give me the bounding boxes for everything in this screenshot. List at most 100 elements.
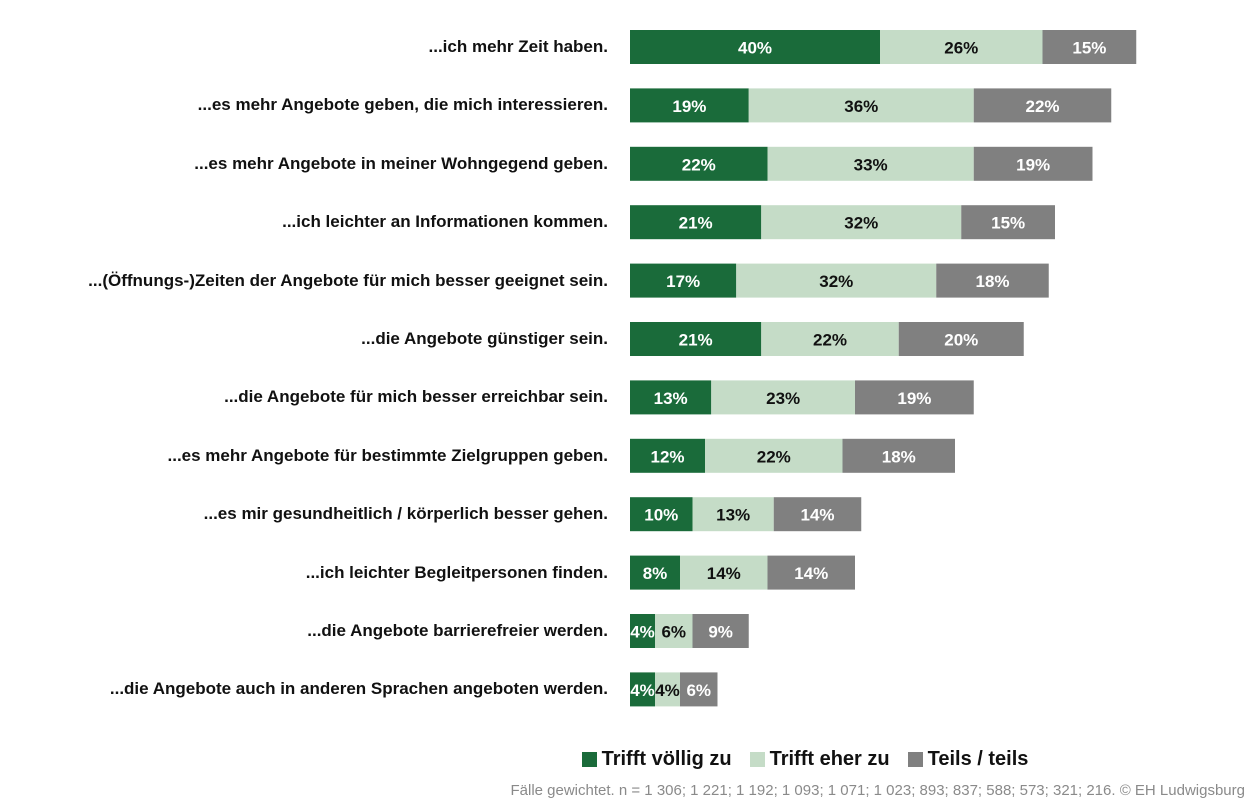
category-label: ...es mehr Angebote für bestimmte Zielgr… — [167, 445, 609, 465]
data-label: 26% — [944, 39, 978, 58]
category-label: ...(Öffnungs-)Zeiten der Angebote für mi… — [88, 270, 608, 290]
category-label-box: ...ich leichter an Informationen kommen. — [20, 211, 608, 233]
data-label: 17% — [666, 272, 700, 291]
bar-segment — [736, 263, 937, 298]
bar-segment — [630, 380, 712, 415]
legend-swatch — [581, 752, 597, 767]
legend-swatch — [749, 752, 765, 767]
bar-segment — [711, 380, 855, 415]
bar-segment — [692, 614, 749, 648]
bar-segment — [767, 146, 974, 181]
bar-segment — [748, 88, 974, 123]
category-label-box: ...es mehr Angebote geben, die mich inte… — [20, 94, 608, 116]
legend-item: Teils / teils — [907, 748, 1029, 771]
data-label: 14% — [707, 564, 741, 583]
category-label: ...die Angebote günstiger sein. — [361, 329, 608, 348]
bar-segment — [630, 497, 693, 532]
bar-segment — [761, 205, 962, 240]
bar-segment — [705, 438, 843, 473]
bar-segment — [630, 30, 880, 64]
legend-swatch — [907, 752, 923, 767]
data-label: 15% — [991, 214, 1025, 233]
legend-item: Trifft völlig zu — [581, 748, 732, 771]
category-label: ...ich leichter Begleitpersonen finden. — [305, 562, 608, 582]
bar-segment — [680, 672, 718, 707]
category-label-box: ...(Öffnungs-)Zeiten der Angebote für mi… — [20, 270, 608, 292]
bar-segment — [773, 497, 862, 532]
category-label-box: ...es mehr Angebote in meiner Wohngegend… — [20, 153, 608, 175]
bar-segment — [936, 263, 1049, 298]
legend-label: Trifft eher zu — [769, 748, 890, 770]
data-label: 19% — [672, 97, 706, 116]
category-label: ...ich leichter an Informationen kommen. — [282, 212, 608, 232]
bar-segment — [973, 88, 1112, 123]
data-label: 19% — [1016, 155, 1050, 174]
bar-segment — [961, 205, 1055, 240]
data-label: 20% — [944, 331, 978, 350]
category-label: ...ich mehr Zeit haben. — [428, 37, 608, 56]
bar-segment — [630, 263, 737, 298]
data-label: 14% — [800, 506, 834, 525]
bar-segment — [630, 322, 762, 356]
category-label: ...es mehr Angebote in meiner Wohngegend… — [194, 153, 608, 173]
bar-segment — [898, 322, 1024, 356]
category-label-box: ...es mehr Angebote für bestimmte Zielgr… — [20, 445, 609, 467]
data-label: 15% — [1072, 39, 1106, 58]
data-label: 13% — [654, 389, 688, 408]
data-label: 19% — [897, 389, 931, 408]
bar-segment — [655, 672, 680, 707]
footnote: Fälle gewichtet. n = 1 306; 1 221; 1 192… — [510, 782, 1245, 799]
bar-segment — [630, 438, 705, 473]
data-label: 12% — [650, 447, 684, 466]
data-label: 4% — [630, 623, 655, 642]
bar-segment — [630, 555, 680, 590]
bar-segment — [655, 614, 693, 648]
category-label-box: ...ich mehr Zeit haben. — [20, 36, 608, 58]
category-label-box: ...ich leichter Begleitpersonen finden. — [20, 562, 608, 584]
data-label: 18% — [975, 272, 1009, 291]
category-label: ...es mir gesundheitlich / körperlich be… — [203, 504, 608, 524]
legend: Trifft völlig zu Trifft eher zu Teils / te… — [0, 748, 1255, 771]
legend-item: Trifft eher zu — [749, 748, 890, 771]
data-label: 36% — [844, 97, 878, 116]
data-label: 21% — [679, 331, 713, 350]
data-label: 32% — [819, 272, 853, 291]
category-label-box: ...die Angebote auch in anderen Sprachen… — [20, 678, 608, 700]
data-label: 10% — [644, 506, 678, 525]
bar-segment — [630, 88, 749, 123]
category-label-box: ...es mir gesundheitlich / körperlich be… — [20, 503, 608, 525]
bar-segment — [842, 438, 955, 473]
bar-segment — [1042, 30, 1137, 64]
data-label: 22% — [682, 155, 716, 174]
data-label: 8% — [643, 564, 668, 583]
category-label: ...es mehr Angebote geben, die mich inte… — [197, 95, 608, 115]
bar-segment — [630, 146, 768, 181]
data-label: 6% — [661, 623, 686, 642]
data-label: 14% — [794, 564, 828, 583]
bar-segment — [973, 146, 1093, 181]
data-label: 4% — [630, 681, 655, 700]
data-label: 33% — [854, 155, 888, 174]
legend-label: Trifft völlig zu — [601, 748, 732, 770]
bar-segment — [680, 555, 768, 590]
data-label: 9% — [708, 623, 733, 642]
bar-segment — [767, 555, 855, 590]
category-label-box: ...die Angebote für mich besser erreichb… — [20, 386, 608, 408]
data-label: 22% — [757, 447, 791, 466]
data-label: 4% — [655, 681, 680, 700]
category-label: ...die Angebote barrierefreier werden. — [307, 621, 608, 640]
data-label: 22% — [813, 331, 847, 350]
data-label: 23% — [766, 389, 800, 408]
bar-segment — [880, 30, 1043, 64]
bar-segment — [855, 380, 974, 415]
bar-segment — [761, 322, 899, 356]
category-label-box: ...die Angebote barrierefreier werden. — [20, 620, 608, 642]
data-label: 6% — [686, 681, 711, 700]
data-label: 13% — [716, 506, 750, 525]
legend-label: Teils / teils — [927, 748, 1029, 770]
data-label: 32% — [844, 214, 878, 233]
bar-segment — [692, 497, 774, 532]
bar-segment — [630, 614, 655, 648]
